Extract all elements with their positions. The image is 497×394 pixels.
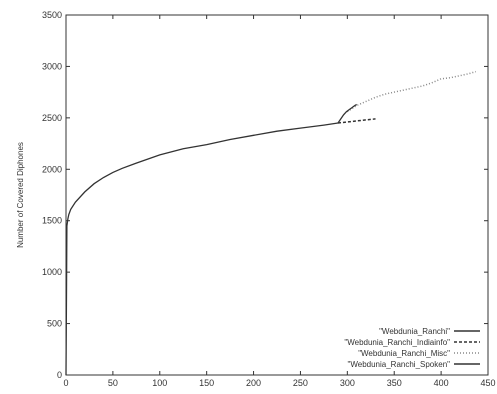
x-tick-label: 300 bbox=[340, 378, 355, 388]
y-tick-label: 2500 bbox=[42, 113, 62, 123]
y-tick-label: 1500 bbox=[42, 216, 62, 226]
x-tick-label: 200 bbox=[246, 378, 261, 388]
series-layer bbox=[65, 70, 477, 376]
series-line-1 bbox=[65, 122, 339, 376]
series-line-2 bbox=[337, 118, 376, 124]
legend-label: "Webdunia_Ranchi_Spoken" bbox=[348, 360, 451, 369]
x-tick-label: 250 bbox=[293, 378, 308, 388]
y-tick-label: 3000 bbox=[42, 61, 62, 71]
legend: "Webdunia_Ranchi" "Webdunia_Ranchi_Indiai… bbox=[344, 327, 480, 369]
x-tick-label: 400 bbox=[434, 378, 449, 388]
x-axis-ticks: 0 50 100 150 200 250 300 350 400 450 bbox=[63, 15, 496, 388]
y-tick-label: 500 bbox=[47, 319, 62, 329]
x-tick-label: 0 bbox=[63, 378, 68, 388]
series-line-4 bbox=[337, 103, 358, 124]
legend-label: "Webdunia_Ranchi_Indiainfo" bbox=[344, 338, 450, 347]
x-tick-label: 50 bbox=[108, 378, 118, 388]
series-line-3 bbox=[346, 70, 477, 113]
y-tick-label: 3500 bbox=[42, 10, 62, 20]
legend-label: "Webdunia_Ranchi_Misc" bbox=[358, 349, 450, 358]
x-tick-label: 350 bbox=[387, 378, 402, 388]
y-tick-label: 1000 bbox=[42, 267, 62, 277]
x-tick-label: 100 bbox=[152, 378, 167, 388]
x-tick-label: 150 bbox=[199, 378, 214, 388]
y-tick-label: 2000 bbox=[42, 164, 62, 174]
y-axis-ticks: 0 500 1000 1500 2000 2500 3000 3500 bbox=[42, 10, 488, 380]
y-axis-title: Number of Covered Diphones bbox=[16, 142, 25, 248]
legend-label: "Webdunia_Ranchi" bbox=[379, 327, 450, 336]
x-tick-label: 450 bbox=[480, 378, 495, 388]
plot-frame bbox=[65, 14, 489, 376]
y-tick-label: 0 bbox=[57, 370, 62, 380]
